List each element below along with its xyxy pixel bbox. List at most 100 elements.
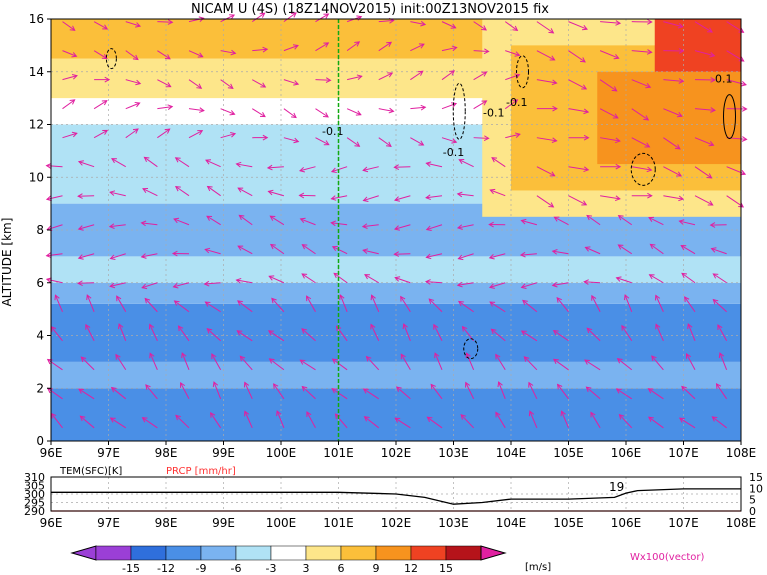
x-tick-label: 97E [97,446,120,460]
bottom-tick-labels: 96E 97E 98E 99E 100E 101E 102E 103E 104E 105E 106E… [24,471,763,530]
wind-vector [489,188,506,197]
wind-vector [458,300,474,313]
wind-vector [173,300,190,313]
wind-vector [410,43,425,52]
wind-vector [441,21,457,29]
wind-vector [378,72,394,81]
colorbar-label: 9 [373,562,380,575]
wind-vector [465,381,475,400]
x-tick-label: 96E [40,446,63,460]
wind-vector [663,108,683,118]
wind-vector [144,297,158,313]
wind-vector [655,323,664,341]
wind-vector [315,108,329,118]
wind-vector [536,50,556,61]
contour-label: -0.1 [483,107,504,120]
wind-vector [188,107,205,113]
wind-vector [188,130,204,139]
wind-vector [631,192,653,199]
contour-3 [630,152,656,186]
wind-vector [410,70,424,81]
wind-vector [456,191,474,198]
colorbar-box [375,545,412,561]
wind-vector [425,161,443,168]
bottom-x-tick-label: 102E [381,516,412,530]
wind-vector [188,50,204,58]
bottom-right-tick-label: 5 [749,494,756,507]
wind-vector [687,323,696,341]
wind-vector [364,274,380,284]
wind-vector [694,195,714,206]
wind-vector [45,252,63,259]
wind-vector [125,50,139,61]
wind-vector [362,166,379,173]
wind-vector [365,355,380,371]
wind-vector [393,224,411,231]
x-tick-label: 105E [553,446,584,460]
wind-vector [171,250,190,257]
wind-vector [556,296,569,313]
wind-vector [80,356,95,371]
wind-vector [519,251,537,258]
bottom-x-tick-label: 97E [97,516,120,530]
colorbar-label: -6 [231,562,242,575]
wind-vector [339,294,348,312]
y-tick-label: 0 [36,434,44,448]
wind-vector [301,385,316,400]
bottom-x-tick-label: 107E [668,516,699,530]
wind-vector [315,42,330,52]
wind-vector [93,21,109,30]
wind-vector [45,277,63,284]
wind-vector [172,282,190,289]
y-axis-label: ALTITUDE [km] [0,218,14,307]
wind-vector [726,136,748,142]
wind-vector [125,21,142,28]
wind-vector [206,328,221,342]
colorbar-label: -3 [266,562,277,575]
wind-vector [220,79,234,89]
wind-vector [204,247,221,255]
wind-vector [520,282,538,289]
wind-vector [298,192,316,199]
wind-vector [269,215,285,226]
colorbar-label: -15 [122,562,140,575]
wind-vector [590,411,601,429]
contour-label: -0.1 [443,146,464,159]
wind-vector [425,253,443,260]
wind-vector [244,410,253,429]
wind-vector [473,21,488,31]
bottom-left-tick-label: 305 [24,480,45,493]
colorbar: -15 -12 -9 -6 -3 3 6 9 12 15 [70,545,507,575]
wind-vector [174,157,190,168]
wind-vector [520,330,538,342]
wind-vector [276,410,285,428]
wind-vector [378,107,395,114]
wind-vector [251,12,266,23]
wind-vector [430,383,443,400]
y-tick-label: 8 [36,223,44,237]
wind-vector [584,246,601,255]
bottom-x-tick-label: 103E [438,516,469,530]
wind-vector [393,164,411,170]
wind-vector [331,358,348,371]
contour-label: 0.1 [715,72,733,85]
y-tick-label: 2 [36,381,44,395]
wind-vector [631,108,650,121]
colorbar-box [340,545,377,561]
wind-vector [145,384,158,400]
wind-vector [599,50,620,60]
wind-vector [460,414,474,429]
wind-vector [77,280,95,286]
colorbar-label: 6 [338,562,345,575]
wind-vector [346,108,362,116]
bottom-x-tick-label: 105E [553,516,584,530]
contour-4 [723,94,736,140]
wind-vector [456,224,474,230]
wind-vector [488,221,506,228]
wind-vector [141,417,158,429]
wind-vector [441,70,456,81]
wind-vector [370,323,380,341]
wind-vector [726,195,745,208]
wind-vector [86,294,95,312]
chart-title: NICAM U (4S) (18Z14NOV2015) init:00Z13NO… [191,2,549,17]
